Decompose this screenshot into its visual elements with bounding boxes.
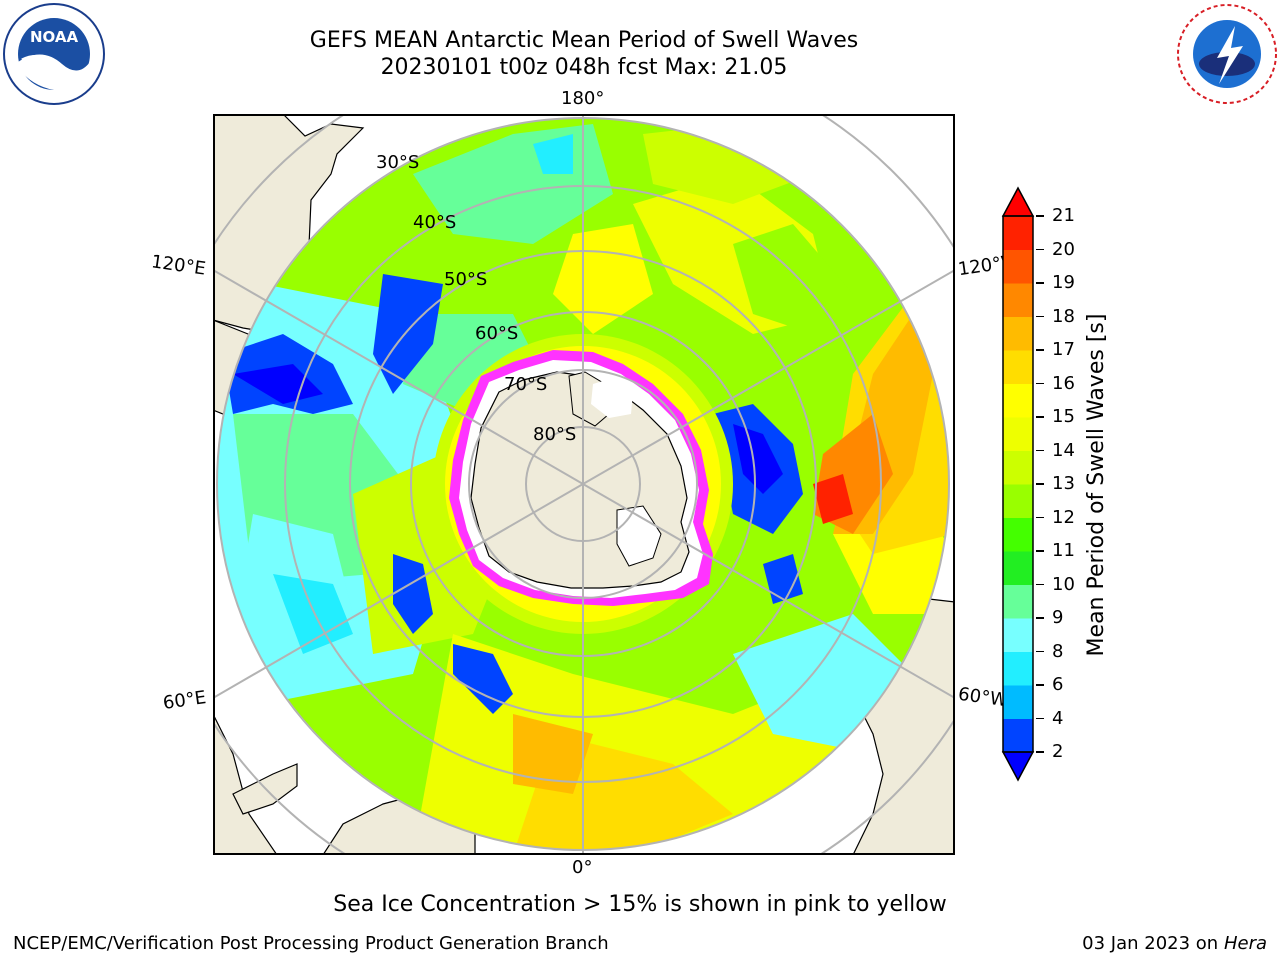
colorbar-segment (1003, 417, 1033, 451)
footer-host: Hera (1223, 933, 1267, 954)
colorbar-segment (1003, 517, 1033, 552)
colorbar-tick-mark (1036, 583, 1044, 586)
colorbar-tick-label: 14 (1052, 439, 1075, 461)
colorbar-segment (1003, 685, 1033, 719)
colorbar-tick-mark (1036, 215, 1044, 217)
colorbar-tick-label: 17 (1052, 339, 1075, 360)
colorbar-segment (1003, 450, 1033, 485)
colorbar-tick-mark (1036, 617, 1044, 619)
colorbar-segment (1003, 283, 1033, 317)
colorbar-tick-label: 6 (1052, 674, 1064, 695)
colorbar-tick-mark (1036, 416, 1044, 418)
lon-label-60e: 60°E (161, 687, 208, 714)
colorbar-tick-label: 21 (1052, 205, 1075, 226)
colorbar-tick-mark (1036, 449, 1044, 452)
lat-label-70s: 70°S (504, 374, 548, 395)
graticule (213, 114, 955, 855)
colorbar-segment (1003, 618, 1033, 652)
colorbar-tick-mark (1036, 315, 1044, 318)
colorbar-tick-mark (1036, 684, 1044, 686)
chart-title-line1: GEFS MEAN Antarctic Mean Period of Swell… (309, 28, 859, 53)
colorbar-tick-label: 11 (1052, 540, 1075, 561)
colorbar-tick-label: 16 (1052, 372, 1075, 394)
colorbar-segment (1003, 383, 1033, 418)
colorbar-tick-label: 2 (1052, 741, 1064, 762)
lon-label-0: 0° (572, 857, 593, 878)
colorbar-tick-label: 15 (1052, 406, 1075, 427)
colorbar-tick-mark (1036, 550, 1044, 552)
colorbar-tick-label: 8 (1052, 640, 1064, 662)
colorbar-tick-label: 13 (1052, 473, 1075, 494)
footer-date: 03 Jan 2023 on Hera (1082, 934, 1267, 954)
colorbar-tick-mark (1036, 349, 1044, 351)
colorbar-tick-mark (1036, 751, 1044, 753)
colorbar-segment (1003, 551, 1033, 585)
antarctica (449, 350, 713, 606)
colorbar-tick-mark (1036, 382, 1044, 385)
colorbar-over-arrow (1001, 186, 1035, 217)
colorbar-tick-label: 20 (1052, 238, 1075, 260)
map-frame (213, 114, 955, 855)
colorbar-segment (1003, 350, 1033, 384)
lat-label-40s: 40°S (413, 212, 457, 233)
colorbar-tick-mark (1036, 282, 1044, 284)
footer-branch: NCEP/EMC/Verification Post Processing Pr… (13, 933, 609, 954)
colorbar (1001, 186, 1035, 782)
colorbar-segment (1003, 651, 1033, 686)
lat-label-60s: 60°S (475, 323, 519, 344)
colorbar-frame (1002, 215, 1034, 753)
footer-date-text: 03 Jan 2023 on (1082, 933, 1224, 954)
colorbar-tick-mark (1036, 248, 1044, 251)
colorbar-tick-mark (1036, 717, 1044, 720)
colorbar-segment (1003, 316, 1033, 351)
lat-label-50s: 50°S (444, 269, 488, 290)
noaa-logo-icon: NOAA (3, 3, 105, 105)
colorbar-under-arrow (1001, 751, 1035, 782)
colorbar-segment (1003, 216, 1033, 250)
lat-label-30s: 30°S (376, 152, 420, 173)
colorbar-tick-label: 10 (1052, 573, 1075, 595)
polar-map (213, 114, 955, 855)
colorbar-segment (1003, 484, 1033, 518)
lon-label-120e: 120°E (149, 251, 207, 280)
sea-ice-note: Sea Ice Concentration > 15% is shown in … (333, 892, 947, 917)
lat-label-80s: 80°S (533, 424, 577, 445)
colorbar-segment (1003, 584, 1033, 619)
colorbar-tick-label: 19 (1052, 272, 1075, 293)
colorbar-segment (1003, 718, 1033, 753)
colorbar-tick-label: 9 (1052, 607, 1064, 628)
chart-title-line2: 20230101 t00z 048h fcst Max: 21.05 (380, 55, 788, 80)
nws-logo-icon (1177, 4, 1277, 104)
colorbar-tick-mark (1036, 650, 1044, 653)
colorbar-title: Mean Period of Swell Waves [s] (1084, 313, 1109, 657)
lon-label-180: 180° (561, 88, 605, 109)
colorbar-tick-mark (1036, 483, 1044, 485)
noaa-logo-text: NOAA (30, 28, 79, 46)
colorbar-tick-mark (1036, 516, 1044, 519)
colorbar-tick-label: 18 (1052, 305, 1075, 327)
colorbar-segment (1003, 249, 1033, 284)
colorbar-tick-label: 12 (1052, 506, 1075, 528)
colorbar-tick-label: 4 (1052, 707, 1064, 729)
